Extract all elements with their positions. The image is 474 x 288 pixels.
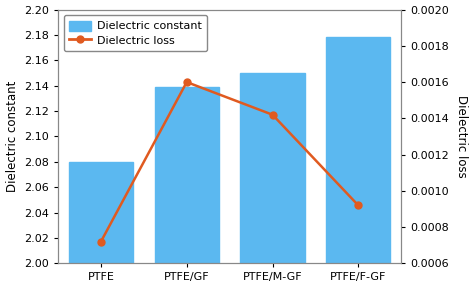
Bar [240, 73, 305, 264]
Dielectric loss [356, 204, 361, 207]
Bar [326, 37, 391, 264]
Dielectric loss [270, 113, 275, 116]
Bar [155, 87, 219, 264]
Dielectric loss [184, 80, 190, 84]
Line: Dielectric loss: Dielectric loss [98, 79, 362, 245]
Y-axis label: Dielectric loss: Dielectric loss [456, 95, 468, 178]
Y-axis label: Dielectric constant: Dielectric constant [6, 81, 18, 192]
Legend: Dielectric constant, Dielectric loss: Dielectric constant, Dielectric loss [64, 15, 207, 51]
Bar [69, 162, 133, 264]
Dielectric loss [98, 240, 104, 243]
